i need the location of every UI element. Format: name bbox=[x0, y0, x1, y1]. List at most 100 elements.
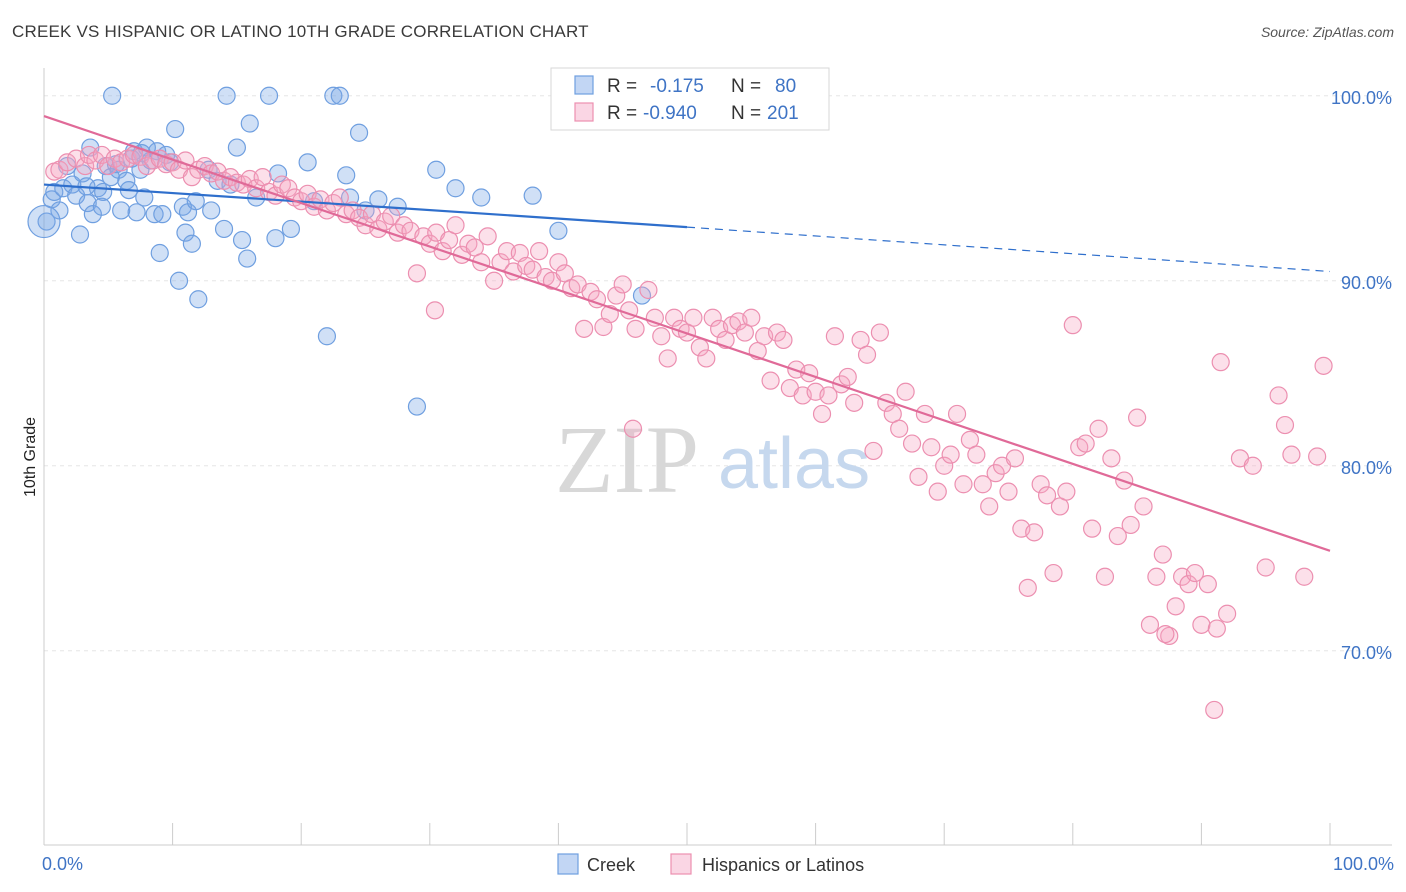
y-axis-title: 10th Grade bbox=[22, 417, 39, 497]
hispanic-point bbox=[1127, 408, 1147, 427]
bottom-legend-swatch-hispanic bbox=[670, 853, 692, 875]
hispanic-point bbox=[1275, 415, 1295, 435]
creek-point bbox=[238, 249, 257, 268]
hispanic-point bbox=[832, 375, 851, 394]
hispanic-point bbox=[1063, 316, 1082, 335]
hispanic-point bbox=[947, 404, 967, 424]
hispanic-point bbox=[935, 456, 954, 475]
hispanic-point bbox=[896, 382, 915, 401]
hispanic-point bbox=[819, 386, 838, 405]
hispanic-point bbox=[845, 393, 864, 412]
hispanic-point bbox=[922, 438, 941, 457]
hispanic-point bbox=[1218, 604, 1237, 623]
hispanic-point bbox=[980, 497, 999, 516]
hispanic-point bbox=[1025, 523, 1044, 542]
hispanic-point bbox=[857, 345, 877, 364]
hispanic-point bbox=[485, 271, 504, 290]
hispanic-point bbox=[626, 319, 645, 338]
hispanic-point bbox=[652, 327, 671, 346]
creek-point bbox=[317, 327, 337, 346]
creek-point bbox=[549, 221, 568, 240]
legend-n-value-2: 201 bbox=[767, 103, 799, 124]
hispanic-point bbox=[1076, 434, 1095, 453]
hispanic-point bbox=[1282, 445, 1301, 464]
hispanic-point bbox=[838, 367, 857, 387]
hispanic-point bbox=[425, 301, 445, 320]
hispanic-point bbox=[812, 404, 832, 424]
hispanic-point bbox=[317, 201, 337, 220]
x-ticks bbox=[43, 823, 1331, 845]
hispanic-point bbox=[697, 349, 716, 368]
hispanic-point bbox=[1243, 456, 1262, 475]
hispanic-point bbox=[774, 330, 793, 350]
hispanic-point bbox=[761, 371, 780, 390]
bottom-legend-swatch-creek bbox=[557, 853, 579, 875]
hispanic-point bbox=[1057, 482, 1076, 501]
x-tick-label-max: 100.0% bbox=[1333, 854, 1394, 874]
creek-point bbox=[214, 219, 234, 239]
hispanic-point bbox=[1108, 526, 1127, 546]
hispanic-point bbox=[1198, 575, 1217, 594]
hispanic-point bbox=[703, 308, 722, 327]
creek-point bbox=[103, 86, 122, 105]
legend-swatch-creek bbox=[574, 75, 594, 95]
creek-point bbox=[37, 212, 56, 231]
creek-point bbox=[182, 234, 201, 253]
hispanic-point bbox=[330, 188, 349, 207]
hispanic-point bbox=[967, 445, 986, 464]
hispanic-point bbox=[870, 323, 890, 342]
creek-point-large bbox=[27, 204, 61, 239]
hispanic-trend-line bbox=[43, 115, 1331, 552]
hispanic-point bbox=[767, 323, 787, 342]
hispanic-point bbox=[1295, 567, 1314, 586]
creek-point bbox=[240, 114, 259, 133]
creek-point bbox=[349, 123, 369, 142]
hispanic-point bbox=[1089, 419, 1108, 438]
hispanic-point bbox=[279, 179, 298, 198]
hispanic-point bbox=[1140, 615, 1160, 634]
creek-point bbox=[63, 175, 82, 194]
creek-point bbox=[92, 197, 111, 216]
watermark-atlas: atlas bbox=[718, 424, 870, 504]
creek-point bbox=[281, 219, 301, 239]
creek-trend-line-extension bbox=[686, 226, 1331, 273]
hispanic-point bbox=[890, 419, 909, 438]
creek-point bbox=[166, 119, 185, 139]
creek-point bbox=[298, 153, 317, 172]
hispanic-point bbox=[864, 441, 883, 461]
hispanic-point bbox=[1037, 486, 1057, 505]
hispanic-point bbox=[1102, 449, 1121, 468]
y-tick-label-80: 80.0% bbox=[1341, 458, 1392, 478]
creek-point bbox=[112, 201, 131, 220]
creek-point bbox=[523, 186, 542, 205]
creek-point bbox=[446, 179, 465, 198]
grid-lines bbox=[44, 95, 1392, 652]
hispanic-point bbox=[928, 482, 947, 501]
creek-points bbox=[27, 86, 652, 416]
hispanic-point bbox=[1031, 475, 1050, 494]
hispanic-point bbox=[1205, 700, 1224, 720]
hispanic-point bbox=[575, 319, 594, 338]
hispanic-point bbox=[665, 308, 684, 327]
hispanic-point bbox=[613, 275, 632, 294]
hispanic-point bbox=[1005, 449, 1025, 468]
creek-point bbox=[227, 138, 246, 157]
hispanic-point bbox=[1256, 558, 1275, 577]
hispanic-point bbox=[684, 308, 703, 327]
hispanic-point bbox=[549, 253, 568, 272]
bottom-legend-label-creek: Creek bbox=[587, 855, 636, 875]
creek-point bbox=[330, 86, 349, 105]
watermark: ZIP atlas bbox=[555, 406, 870, 513]
creek-point bbox=[259, 86, 279, 105]
hispanic-point bbox=[800, 364, 819, 383]
y-tick-label-100: 100.0% bbox=[1331, 88, 1392, 108]
creek-point bbox=[186, 192, 205, 211]
hispanic-point bbox=[954, 475, 973, 494]
hispanic-point bbox=[1018, 578, 1037, 597]
legend-n-label-2: N = bbox=[731, 103, 761, 124]
creek-point bbox=[150, 243, 169, 263]
bottom-legend-label-hispanic: Hispanics or Latinos bbox=[702, 855, 864, 875]
creek-point bbox=[266, 229, 285, 248]
legend-r-value-2: -0.940 bbox=[643, 103, 697, 124]
